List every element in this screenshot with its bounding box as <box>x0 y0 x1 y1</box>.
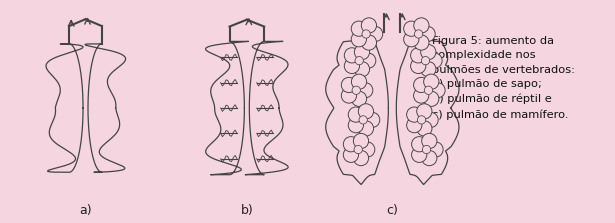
Circle shape <box>360 142 375 157</box>
Circle shape <box>421 45 436 60</box>
Polygon shape <box>85 44 125 172</box>
Circle shape <box>403 21 419 36</box>
Polygon shape <box>46 44 83 172</box>
Circle shape <box>348 107 363 122</box>
Polygon shape <box>326 32 389 184</box>
Circle shape <box>424 74 439 89</box>
Circle shape <box>424 91 439 106</box>
Circle shape <box>407 118 422 133</box>
Circle shape <box>413 77 429 93</box>
Circle shape <box>351 32 367 47</box>
Circle shape <box>427 53 442 68</box>
Circle shape <box>411 147 427 162</box>
Circle shape <box>362 30 370 38</box>
Circle shape <box>361 18 376 33</box>
Circle shape <box>430 83 445 98</box>
Circle shape <box>407 107 422 122</box>
Circle shape <box>343 137 359 152</box>
Circle shape <box>357 83 373 98</box>
Circle shape <box>411 58 426 74</box>
Circle shape <box>415 30 423 38</box>
Circle shape <box>422 133 437 149</box>
Circle shape <box>341 77 357 93</box>
Circle shape <box>359 121 373 136</box>
Text: b): b) <box>240 204 253 217</box>
Circle shape <box>428 142 443 157</box>
Circle shape <box>354 45 370 60</box>
Circle shape <box>424 86 432 94</box>
Text: a): a) <box>79 204 92 217</box>
Circle shape <box>360 53 376 68</box>
Circle shape <box>348 118 363 133</box>
Circle shape <box>351 74 367 89</box>
Circle shape <box>403 32 419 47</box>
Circle shape <box>351 91 367 106</box>
Circle shape <box>354 151 368 166</box>
Circle shape <box>343 147 359 162</box>
Polygon shape <box>245 41 288 175</box>
Circle shape <box>341 88 357 103</box>
Circle shape <box>413 88 429 103</box>
Circle shape <box>361 35 376 50</box>
Circle shape <box>421 56 430 65</box>
Circle shape <box>417 121 432 136</box>
Circle shape <box>414 18 429 33</box>
Circle shape <box>365 112 380 128</box>
Circle shape <box>351 21 367 36</box>
Circle shape <box>352 86 360 94</box>
Circle shape <box>423 112 438 128</box>
Circle shape <box>423 145 430 154</box>
Polygon shape <box>205 41 248 175</box>
Polygon shape <box>396 32 459 184</box>
Circle shape <box>420 26 435 41</box>
Text: Figura 5: aumento da
complexidade nos
pulmões de vertebrados:
a) pulmão de sapo;: Figura 5: aumento da complexidade nos pu… <box>432 36 575 120</box>
Circle shape <box>411 48 426 63</box>
Circle shape <box>359 104 373 119</box>
Circle shape <box>411 137 427 152</box>
Circle shape <box>422 151 437 166</box>
Circle shape <box>344 48 360 63</box>
Circle shape <box>355 56 363 65</box>
Circle shape <box>421 62 436 77</box>
Circle shape <box>354 133 368 149</box>
Circle shape <box>344 58 360 74</box>
Circle shape <box>414 35 429 50</box>
Text: c): c) <box>386 204 399 217</box>
Circle shape <box>368 26 383 41</box>
Circle shape <box>354 145 362 154</box>
Circle shape <box>359 116 367 124</box>
Circle shape <box>418 116 426 124</box>
Circle shape <box>417 104 432 119</box>
Circle shape <box>354 62 370 77</box>
